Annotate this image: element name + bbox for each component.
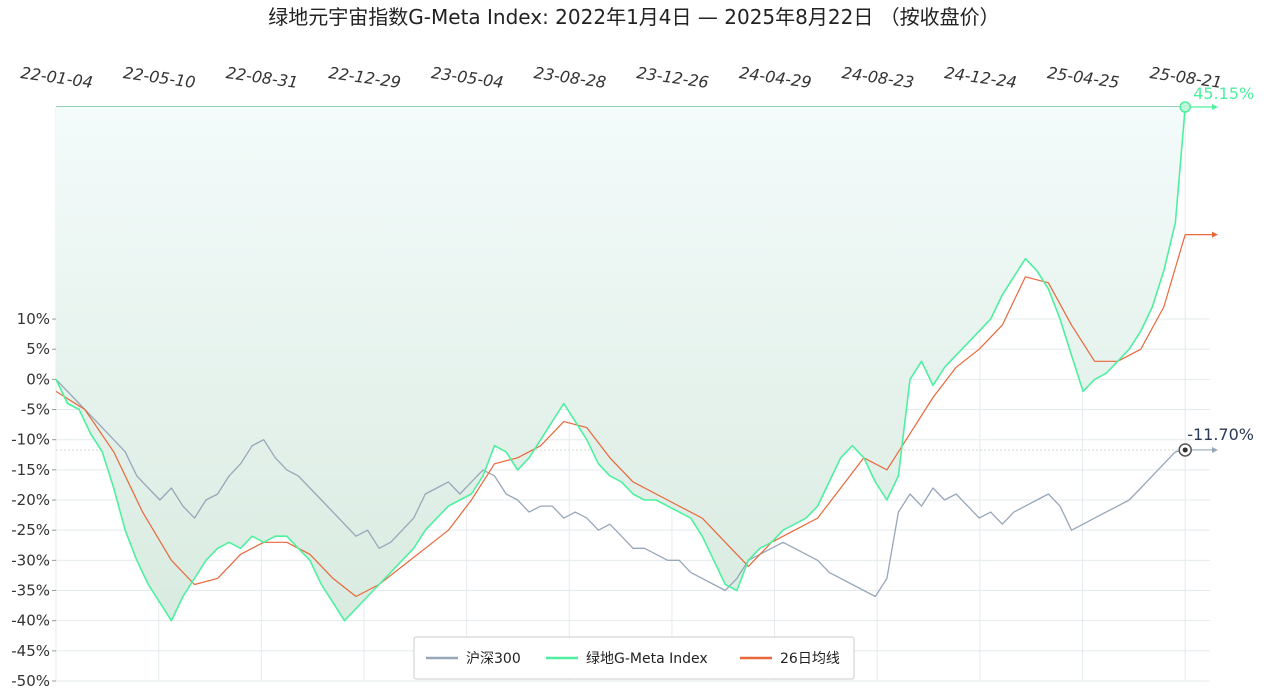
x-tick-label: 22-08-31	[225, 63, 300, 92]
x-tick-label: 22-05-10	[122, 63, 197, 92]
x-tick-label: 23-08-28	[533, 63, 608, 92]
area-under-gmeta	[56, 107, 1186, 621]
end-marker-gmeta	[1179, 101, 1191, 113]
x-tick-label: 24-08-23	[841, 63, 916, 92]
legend-label-ma26: 26日均线	[780, 651, 840, 667]
x-tick-label: 24-12-24	[943, 63, 1018, 92]
y-tick-label: -15%	[11, 461, 50, 479]
series-line-gmeta	[55, 106, 1186, 622]
y-tick-label: 10%	[17, 310, 50, 328]
y-tick-label: -5%	[21, 401, 50, 419]
end-marker-hs300-dot	[1182, 447, 1188, 453]
x-tick-label: 25-04-25	[1046, 63, 1121, 92]
y-tick-label: -30%	[11, 551, 50, 569]
legend-label-gmeta: 绿地G-Meta Index	[586, 651, 708, 667]
legend-label-hs300: 沪深300	[466, 651, 521, 667]
y-tick-label: -40%	[11, 612, 50, 630]
end-arrowhead-hs300	[1212, 446, 1218, 453]
end-label-hs300: -11.70%	[1187, 425, 1254, 444]
y-axis: 10% 5% 0% -5% -10% -15% -20% -25% -30% -35% -40% -4…	[11, 310, 56, 690]
x-axis: 22-01-04 22-05-10 22-08-31 22-12-29 23-05-04…	[19, 63, 1223, 108]
x-tick-label: 24-04-29	[738, 63, 813, 92]
x-tick-label: 23-05-04	[430, 63, 505, 92]
end-arrowhead-ma26	[1212, 231, 1218, 238]
chart-title: 绿地元宇宙指数G-Meta Index: 2022年1月4日 — 2025年8月…	[268, 5, 999, 29]
y-tick-label: -10%	[11, 431, 50, 449]
series-line-hs300	[55, 378, 1186, 598]
y-tick-label: 5%	[26, 340, 50, 358]
end-arrowhead-gmeta	[1212, 104, 1218, 110]
y-tick-label: -50%	[11, 672, 50, 690]
y-tick-label: -35%	[11, 582, 50, 600]
x-tick-label: 23-12-26	[635, 63, 710, 92]
series-lines	[55, 106, 1186, 622]
y-tick-label: -45%	[11, 642, 50, 660]
legend: 沪深300 绿地G-Meta Index 26日均线	[413, 636, 855, 680]
end-label-gmeta: 45.15%	[1193, 84, 1254, 103]
x-tick-label: 22-12-29	[327, 63, 402, 92]
y-tick-label: -20%	[11, 491, 50, 509]
y-tick-label: 0%	[26, 370, 50, 388]
legend-box	[413, 636, 855, 680]
y-tick-label: -25%	[11, 521, 50, 539]
x-tick-label: 22-01-04	[19, 63, 94, 92]
end-markers: 45.15% -11.70%	[1178, 84, 1254, 457]
